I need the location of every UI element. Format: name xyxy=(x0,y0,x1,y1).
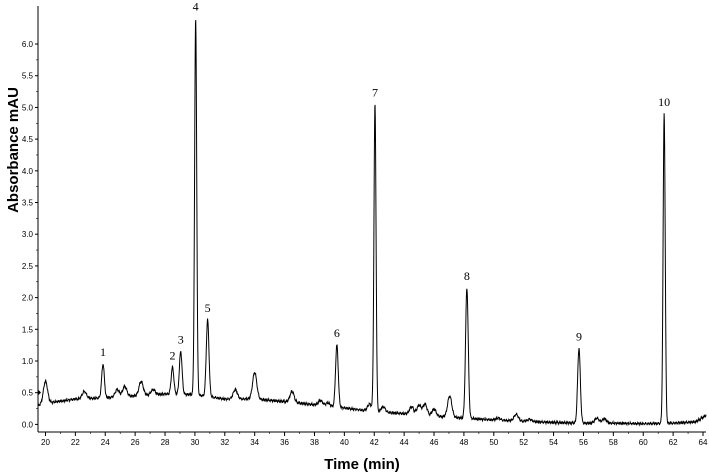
x-axis-title: Time (min) xyxy=(324,456,400,473)
axis-marker xyxy=(38,389,41,396)
y-tick-label: 2.5 xyxy=(22,262,34,271)
peak-label-3: 3 xyxy=(178,332,184,346)
peak-label-4: 4 xyxy=(193,0,199,14)
peak-label-8: 8 xyxy=(464,269,470,283)
peak-label-1: 1 xyxy=(100,345,106,359)
y-tick-label: 0.5 xyxy=(22,389,34,398)
x-tick-label: 60 xyxy=(639,438,648,447)
y-tick-label: 1.0 xyxy=(22,357,34,366)
x-tick-label: 44 xyxy=(400,438,409,447)
x-tick-label: 48 xyxy=(459,438,468,447)
x-tick-label: 62 xyxy=(669,438,678,447)
x-tick-label: 32 xyxy=(220,438,229,447)
x-tick-label: 58 xyxy=(609,438,618,447)
y-tick-label: 4.0 xyxy=(22,167,34,176)
y-tick-label: 6.0 xyxy=(22,40,34,49)
y-axis-title: Absorbance mAU xyxy=(5,87,22,213)
x-tick-label: 20 xyxy=(41,438,50,447)
y-axis: 0.0 0.5 1.0 1.5 2.0 2.5 3.0 3.5 4.0 4.5 5.0 5.5 6.0 xyxy=(22,6,41,432)
peak-label-6: 6 xyxy=(334,326,340,340)
y-tick-label: 4.5 xyxy=(22,135,34,144)
x-tick-label: 42 xyxy=(370,438,379,447)
x-tick-label: 38 xyxy=(310,438,319,447)
x-tick-label: 52 xyxy=(519,438,528,447)
y-tick-label: 5.5 xyxy=(22,72,34,81)
y-tick-label: 3.5 xyxy=(22,199,34,208)
x-tick-label: 36 xyxy=(280,438,289,447)
x-tick-label: 56 xyxy=(579,438,588,447)
x-tick-label: 64 xyxy=(699,438,708,447)
peak-label-9: 9 xyxy=(576,329,582,343)
peak-label-7: 7 xyxy=(372,85,378,99)
x-tick-label: 50 xyxy=(489,438,498,447)
x-tick-label: 54 xyxy=(549,438,558,447)
x-tick-label: 24 xyxy=(101,438,110,447)
x-tick-label: 30 xyxy=(190,438,199,447)
absorbance-trace xyxy=(37,19,707,427)
x-axis: 20 22 24 26 28 30 32 34 36 38 40 42 44 46 48 50 52 54 56 58… xyxy=(38,431,708,447)
x-tick-label: 40 xyxy=(340,438,349,447)
y-tick-label: 3.0 xyxy=(22,230,34,239)
y-tick-label: 1.5 xyxy=(22,325,34,334)
y-tick-label: 0.0 xyxy=(22,420,34,429)
x-tick-label: 26 xyxy=(131,438,140,447)
x-tick-label: 28 xyxy=(161,438,170,447)
peak-label-5: 5 xyxy=(205,301,211,315)
y-tick-label: 5.0 xyxy=(22,103,34,112)
x-tick-label: 34 xyxy=(250,438,259,447)
x-tick-label: 22 xyxy=(71,438,80,447)
x-tick-label: 46 xyxy=(430,438,439,447)
y-tick-label: 2.0 xyxy=(22,294,34,303)
peak-label-2: 2 xyxy=(169,348,175,362)
peak-label-10: 10 xyxy=(658,95,670,109)
